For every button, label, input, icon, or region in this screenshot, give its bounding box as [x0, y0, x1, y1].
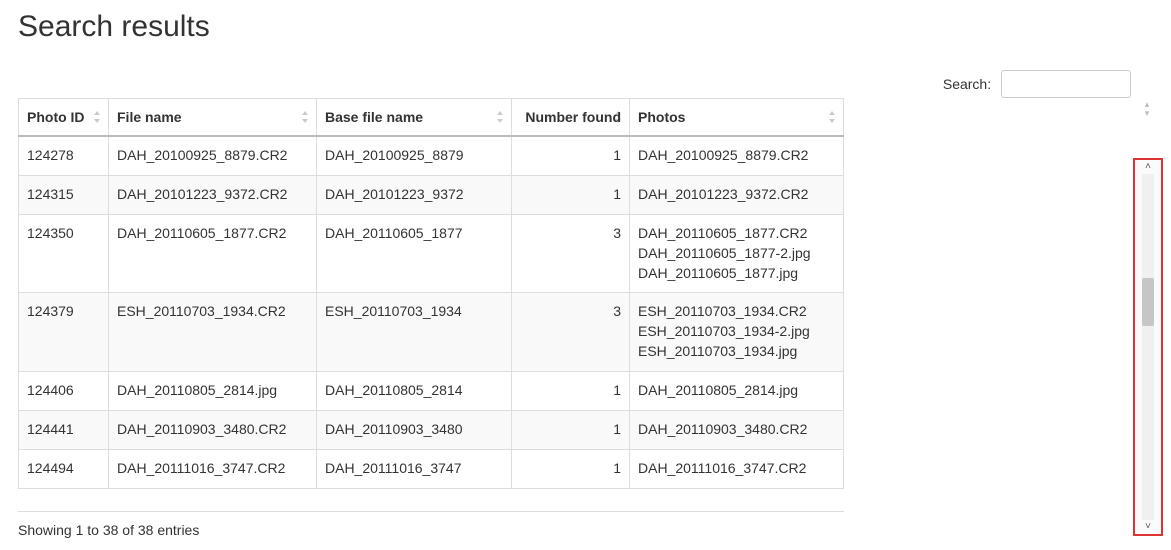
- table-header-row: Photo ID File name Base file name Number fo…: [19, 99, 844, 137]
- column-header-label: Photos: [638, 109, 685, 125]
- cell-photos: ESH_20110703_1934.CR2ESH_20110703_1934-2…: [630, 293, 844, 372]
- cell-photo-id: 124350: [19, 214, 109, 293]
- chevron-down-icon[interactable]: ▾: [1141, 109, 1153, 118]
- scroll-track[interactable]: [1142, 174, 1154, 520]
- table-row: 124494DAH_20111016_3747.CR2DAH_20111016_…: [19, 449, 844, 488]
- cell-base-name: DAH_20110805_2814: [317, 372, 512, 411]
- table-row: 124278DAH_20100925_8879.CR2DAH_20100925_…: [19, 136, 844, 175]
- cell-photo-id: 124315: [19, 175, 109, 214]
- table-row: 124406DAH_20110805_2814.jpgDAH_20110805_…: [19, 372, 844, 411]
- cell-file-name: DAH_20110605_1877.CR2: [109, 214, 317, 293]
- results-table: Photo ID File name Base file name Number fo…: [18, 98, 844, 489]
- sort-icon: [495, 111, 505, 123]
- cell-count: 3: [512, 214, 630, 293]
- cell-count: 1: [512, 175, 630, 214]
- search-input[interactable]: [1001, 70, 1131, 98]
- cell-photos: DAH_20110903_3480.CR2: [630, 410, 844, 449]
- table-row: 124441DAH_20110903_3480.CR2DAH_20110903_…: [19, 410, 844, 449]
- search-label: Search:: [943, 76, 991, 92]
- table-row: 124379ESH_20110703_1934.CR2ESH_20110703_…: [19, 293, 844, 372]
- cell-photo-id: 124494: [19, 449, 109, 488]
- cell-count: 1: [512, 449, 630, 488]
- cell-base-name: DAH_20101223_9372: [317, 175, 512, 214]
- page-title: Search results: [18, 10, 1171, 44]
- column-header[interactable]: Number found: [512, 99, 630, 137]
- cell-photo-id: 124379: [19, 293, 109, 372]
- column-header[interactable]: Base file name: [317, 99, 512, 137]
- scroll-up-button[interactable]: ˄: [1135, 160, 1161, 174]
- cell-file-name: DAH_20111016_3747.CR2: [109, 449, 317, 488]
- cell-photos: DAH_20110605_1877.CR2DAH_20110605_1877-2…: [630, 214, 844, 293]
- results-region: Photo ID File name Base file name Number fo…: [18, 98, 844, 512]
- cell-photos: DAH_20100925_8879.CR2: [630, 136, 844, 175]
- cell-photos: DAH_20111016_3747.CR2: [630, 449, 844, 488]
- cell-file-name: DAH_20101223_9372.CR2: [109, 175, 317, 214]
- column-header-label: Number found: [525, 109, 621, 125]
- table-row: 124350DAH_20110605_1877.CR2DAH_20110605_…: [19, 214, 844, 293]
- column-header-label: Base file name: [325, 109, 423, 125]
- cell-file-name: DAH_20110805_2814.jpg: [109, 372, 317, 411]
- cell-file-name: DAH_20100925_8879.CR2: [109, 136, 317, 175]
- scroll-down-button[interactable]: ˅: [1135, 520, 1161, 534]
- cell-base-name: DAH_20111016_3747: [317, 449, 512, 488]
- cell-file-name: DAH_20110903_3480.CR2: [109, 410, 317, 449]
- column-header-label: Photo ID: [27, 109, 85, 125]
- highlighted-scrollbar[interactable]: ˄ ˅: [1133, 158, 1163, 536]
- cell-count: 1: [512, 410, 630, 449]
- cell-photos: DAH_20110805_2814.jpg: [630, 372, 844, 411]
- page-scroll-control: ▴ ▾: [1141, 100, 1153, 118]
- table-info: Showing 1 to 38 of 38 entries: [18, 522, 1171, 538]
- column-header[interactable]: Photos: [630, 99, 844, 137]
- search-filter: Search:: [943, 70, 1131, 98]
- cell-count: 1: [512, 136, 630, 175]
- cell-base-name: ESH_20110703_1934: [317, 293, 512, 372]
- sort-icon: [613, 111, 623, 123]
- column-header-label: File name: [117, 109, 182, 125]
- cell-base-name: DAH_20110605_1877: [317, 214, 512, 293]
- cell-file-name: ESH_20110703_1934.CR2: [109, 293, 317, 372]
- sort-icon: [827, 111, 837, 123]
- table-body: 124278DAH_20100925_8879.CR2DAH_20100925_…: [19, 136, 844, 488]
- cell-count: 3: [512, 293, 630, 372]
- cell-photos: DAH_20101223_9372.CR2: [630, 175, 844, 214]
- cell-photo-id: 124278: [19, 136, 109, 175]
- column-header[interactable]: Photo ID: [19, 99, 109, 137]
- sort-icon: [300, 111, 310, 123]
- sort-icon: [92, 111, 102, 123]
- cell-photo-id: 124406: [19, 372, 109, 411]
- cell-photo-id: 124441: [19, 410, 109, 449]
- scroll-thumb[interactable]: [1142, 278, 1154, 326]
- table-row: 124315DAH_20101223_9372.CR2DAH_20101223_…: [19, 175, 844, 214]
- cell-count: 1: [512, 372, 630, 411]
- results-table-wrapper: Photo ID File name Base file name Number fo…: [18, 98, 844, 512]
- cell-base-name: DAH_20110903_3480: [317, 410, 512, 449]
- column-header[interactable]: File name: [109, 99, 317, 137]
- cell-base-name: DAH_20100925_8879: [317, 136, 512, 175]
